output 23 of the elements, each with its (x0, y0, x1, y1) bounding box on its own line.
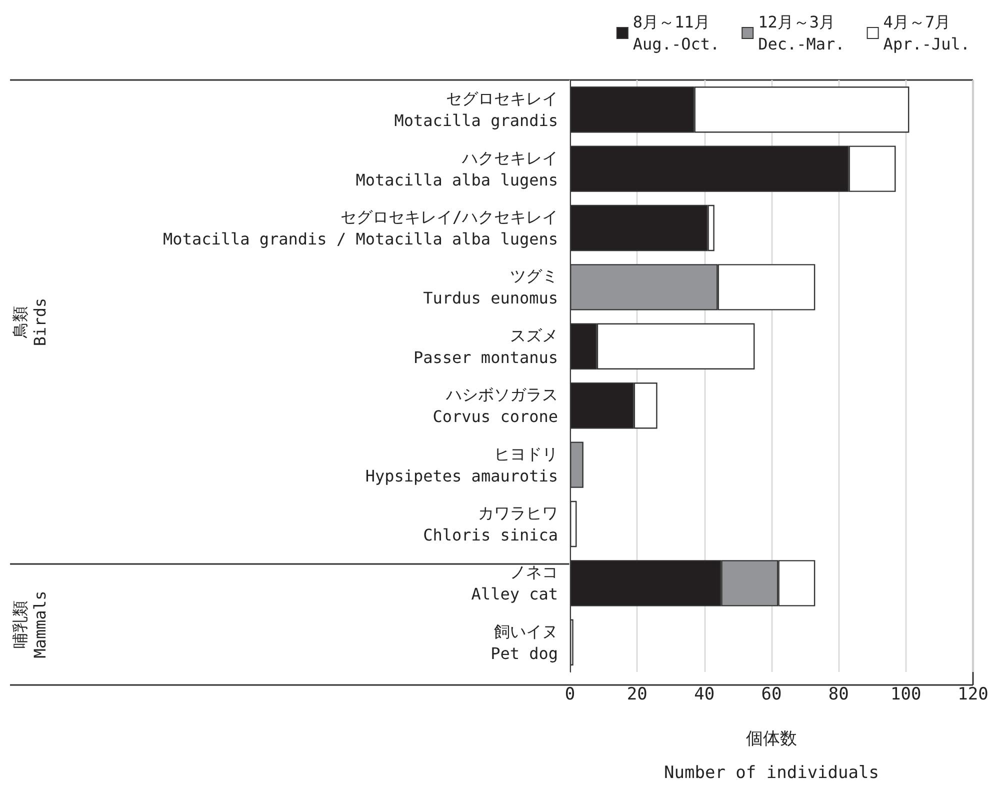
text: 鳥類 Birds (10, 298, 50, 346)
x-tick-label: 40 (694, 684, 715, 704)
x-tick-label: 0 (564, 684, 576, 704)
x-axis-title: 個体数 Number of individuals (664, 729, 879, 783)
y-tick-label: 飼いイヌ Pet dog (490, 622, 558, 663)
y-tick-label: ヒヨドリ Hypsipetes amaurotis (365, 444, 558, 486)
legend-label: 4月～7月 Apr.-Jul. (883, 12, 970, 54)
y-tick-label: セグロセキレイ Motacilla grandis (394, 89, 558, 130)
y-tick-label: カワラヒワ Chloris sinica (423, 504, 558, 544)
x-tick-label: 80 (828, 684, 849, 704)
y-tick-label: ツグミ Turdus eunomus (423, 266, 558, 308)
legend-label: 12月～3月 Dec.-Mar. (758, 12, 845, 54)
text: 哺乳類 Mammals (10, 590, 50, 658)
y-tick-label: ハシボソガラス Corvus corone (432, 385, 558, 426)
y-tick-label: セグロセキレイ/ハクセキレイ Motacilla grandis / Motacilla alba lugens (163, 208, 558, 248)
x-tick-label: 20 (626, 684, 648, 704)
x-tick-label: 100 (890, 684, 922, 704)
y-tick-label: スズメ Passer montanus (414, 326, 558, 367)
y-tick-label: ノネコ Alley cat (471, 562, 558, 604)
y-tick-label: ハクセキレイ Motacilla alba lugens (356, 148, 558, 190)
x-tick-label: 120 (958, 684, 988, 704)
legend-label: 8月～11月 Aug.-Oct. (632, 12, 720, 54)
x-tick-label: 60 (761, 684, 782, 704)
